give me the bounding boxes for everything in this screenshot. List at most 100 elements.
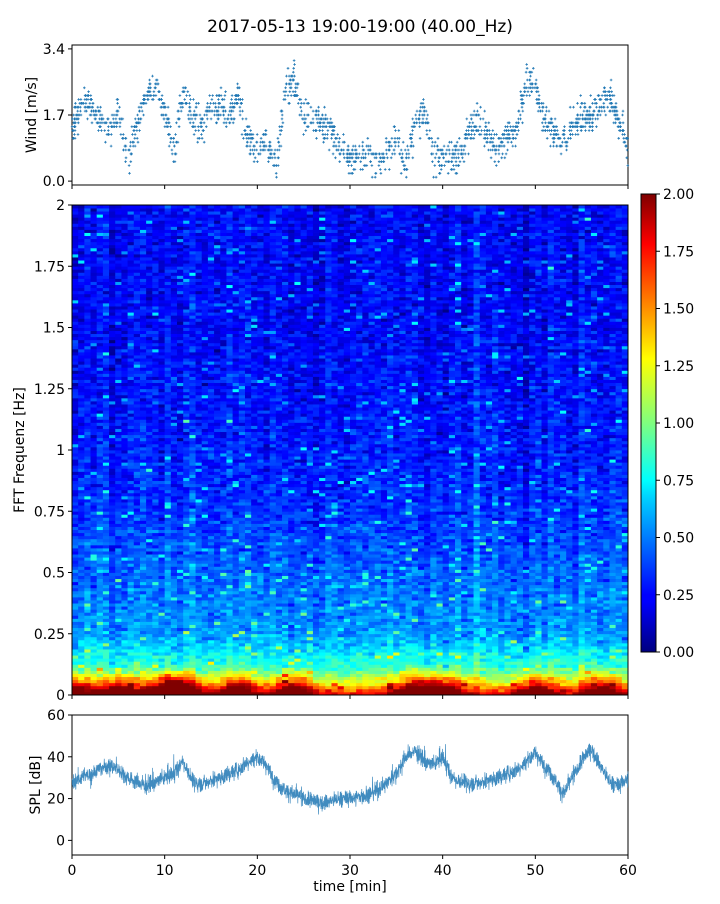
spectrogram-cell xyxy=(91,505,98,508)
spectrogram-cell xyxy=(115,312,122,315)
spectrogram-cell xyxy=(158,275,165,278)
spectrogram-cell xyxy=(152,438,159,441)
wind-point xyxy=(366,164,369,167)
spectrogram-cell xyxy=(72,612,79,615)
spectrogram-cell xyxy=(165,456,172,459)
spectrogram-cell xyxy=(128,275,135,278)
wind-point xyxy=(426,129,429,132)
wind-point xyxy=(448,153,451,156)
wind-point xyxy=(192,98,195,101)
spectrogram-cell xyxy=(115,652,122,655)
wind-point xyxy=(535,79,538,82)
spectrogram-cell xyxy=(140,450,147,453)
wind-point xyxy=(556,145,559,148)
spectrogram-cell xyxy=(134,628,141,631)
spectrogram-cell xyxy=(152,527,159,530)
spectrogram-cell xyxy=(109,465,116,468)
spectrogram-cell xyxy=(158,530,165,533)
spectrogram-cell xyxy=(121,340,128,343)
spectrogram-cell xyxy=(189,352,196,355)
spectrogram-cell xyxy=(78,248,85,251)
spectrogram-cell xyxy=(165,520,172,523)
wind-point xyxy=(73,133,76,136)
spectrogram-cell xyxy=(134,364,141,367)
spectrogram-cell xyxy=(128,594,135,597)
wind-point xyxy=(124,160,127,163)
spectrogram-cell xyxy=(91,309,98,312)
spectrogram-cell xyxy=(165,597,172,600)
spectrogram-cell xyxy=(152,416,159,419)
spectrogram-cell xyxy=(165,263,172,266)
spectrogram-cell xyxy=(177,591,184,594)
spectrogram-cell xyxy=(152,524,159,527)
wind-point xyxy=(211,98,214,101)
spectrogram-cell xyxy=(140,432,147,435)
wind-point xyxy=(115,125,118,128)
spectrogram-cell xyxy=(158,386,165,389)
spectrogram-cell xyxy=(152,279,159,282)
spectrogram-cell xyxy=(84,447,91,450)
wind-point xyxy=(71,125,74,128)
spectrogram-cell xyxy=(115,576,122,579)
spectrogram-cell xyxy=(134,239,141,242)
spectrogram-cell xyxy=(165,279,172,282)
spectrogram-cell xyxy=(72,288,79,291)
spectrogram-cell xyxy=(165,328,172,331)
spectrogram-cell xyxy=(177,312,184,315)
wind-point xyxy=(233,102,236,105)
spectrogram-cell xyxy=(91,689,98,692)
wind-point xyxy=(451,160,454,163)
spectrogram-cell xyxy=(183,612,190,615)
spectrogram-cell xyxy=(134,594,141,597)
wind-point xyxy=(431,160,434,163)
spectrogram-cell xyxy=(134,533,141,536)
spectrogram-cell xyxy=(103,582,110,585)
spectrogram-cell xyxy=(72,459,79,462)
spectrogram-cell xyxy=(134,410,141,413)
spectrogram-cell xyxy=(165,566,172,569)
spectrogram-cell xyxy=(152,517,159,520)
wind-point xyxy=(416,110,419,113)
wind-point xyxy=(300,102,303,105)
spectrogram-cell xyxy=(158,269,165,272)
spectrogram-cell xyxy=(72,490,79,493)
spectrogram-cell xyxy=(97,300,104,303)
spectrogram-cell xyxy=(152,465,159,468)
spectrogram-cell xyxy=(109,404,116,407)
spectrogram-cell xyxy=(97,514,104,517)
spectrogram-cell xyxy=(146,579,153,582)
spectrogram-cell xyxy=(177,398,184,401)
spectrogram-cell xyxy=(140,499,147,502)
spectrogram-cell xyxy=(115,618,122,621)
spectrogram-cell xyxy=(158,674,165,677)
spectrogram-cell xyxy=(165,217,172,220)
wind-point xyxy=(581,114,584,117)
spectrogram-cell xyxy=(152,530,159,533)
wind-point xyxy=(92,102,95,105)
wind-point xyxy=(74,102,77,105)
spectrogram-cell xyxy=(189,625,196,628)
wind-point xyxy=(116,102,119,105)
spectrogram-cell xyxy=(189,386,196,389)
spectrogram-cell xyxy=(115,242,122,245)
spectrogram-cell xyxy=(146,490,153,493)
spectrogram-cell xyxy=(109,263,116,266)
spectrogram-cell xyxy=(109,554,116,557)
spectrogram-cell xyxy=(177,573,184,576)
spectrogram-cell xyxy=(103,309,110,312)
spectrogram-cell xyxy=(177,560,184,563)
spectrogram-cell xyxy=(78,263,85,266)
spectrogram-cell xyxy=(97,686,104,689)
spectrogram-cell xyxy=(146,410,153,413)
spectrogram-cell xyxy=(158,566,165,569)
spectrogram-cell xyxy=(158,248,165,251)
spectrogram-cell xyxy=(109,352,116,355)
spectrogram-cell xyxy=(78,487,85,490)
spectrogram-cell xyxy=(115,419,122,422)
spectrogram-cell xyxy=(97,315,104,318)
spectrogram-cell xyxy=(140,380,147,383)
spectrogram-cell xyxy=(177,569,184,572)
spectrogram-cell xyxy=(121,422,128,425)
spectrogram-cell xyxy=(140,646,147,649)
spectrogram-cell xyxy=(165,377,172,380)
